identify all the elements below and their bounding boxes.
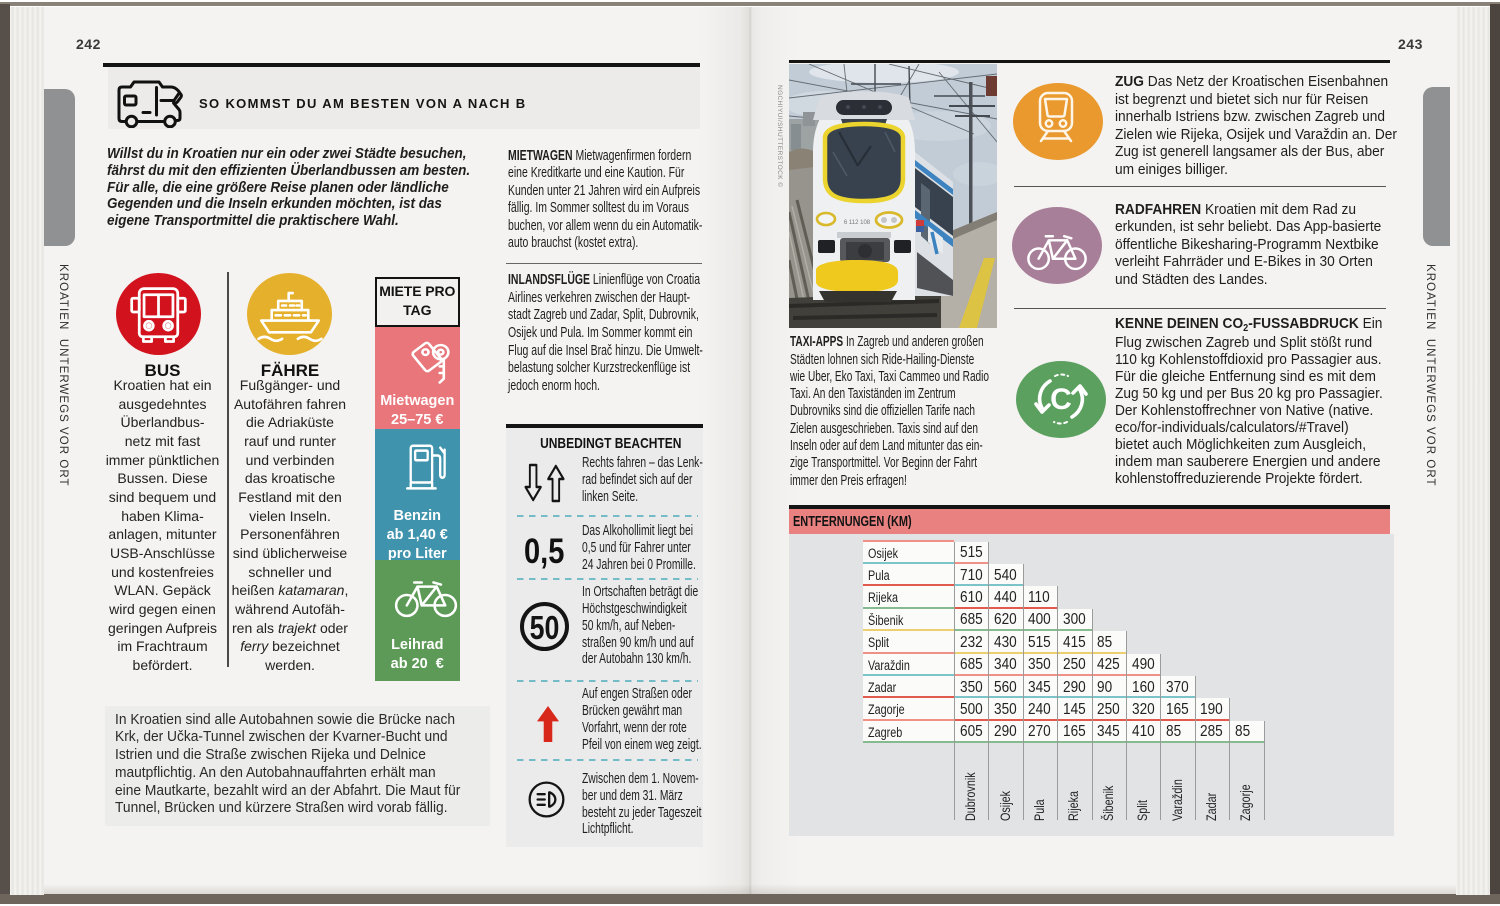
svg-text:C: C	[1050, 383, 1072, 416]
svg-text:6 112 108: 6 112 108	[844, 220, 871, 226]
